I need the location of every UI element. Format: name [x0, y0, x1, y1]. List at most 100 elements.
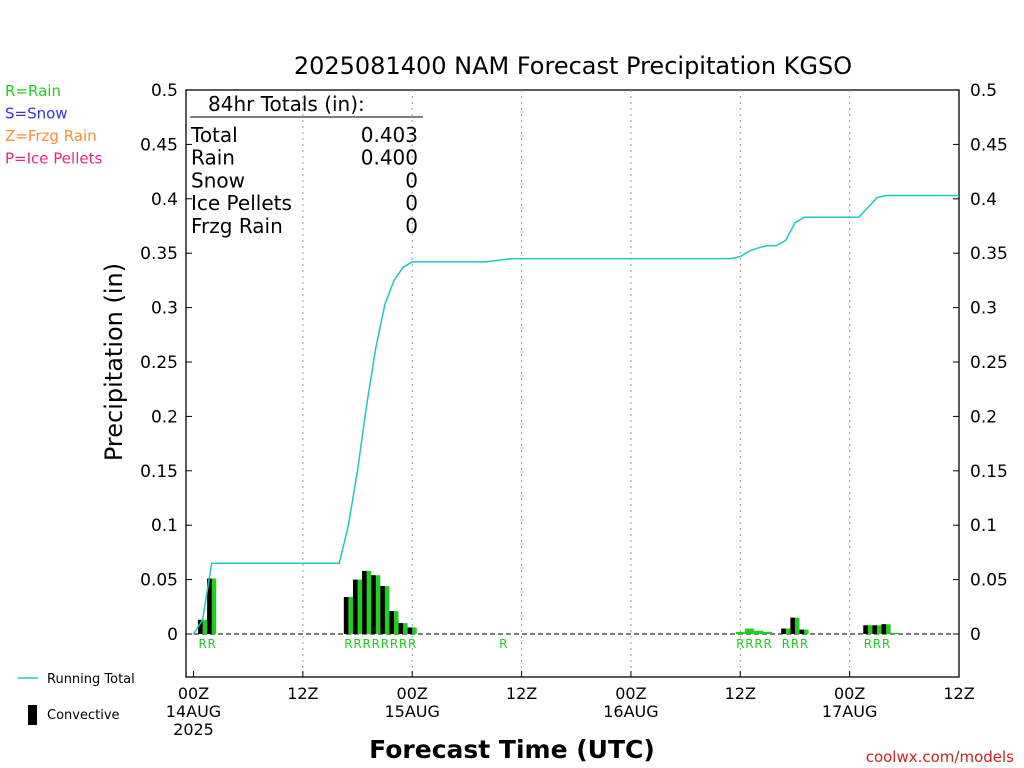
x-tick-label: 12Z: [506, 684, 537, 703]
y-tick-label: 0.2: [151, 407, 178, 427]
totals-heading: 84hr Totals (in):: [208, 92, 365, 116]
precip-bar: [872, 625, 882, 634]
ptype-mark: R: [754, 637, 762, 651]
totals-value: 0: [405, 168, 418, 192]
chart-title: 2025081400 NAM Forecast Precipitation KG…: [294, 52, 852, 80]
convective-bar: [352, 579, 358, 634]
convective-bar: [371, 575, 376, 634]
convective-bar: [407, 627, 413, 634]
left-y-axis: 0 0.05 0.1 0.15 0.2 0.25 0.3 0.35 0.4 0.45 0.5: [140, 81, 192, 645]
ptype-mark: R: [381, 637, 389, 651]
x-tick-label: 15AUG: [385, 702, 440, 721]
convective-bar: [198, 619, 203, 634]
y-tick-label-right: 0: [970, 625, 981, 645]
totals-label: Rain: [191, 146, 235, 170]
ptype-mark: R: [198, 637, 206, 651]
ptype-mark: R: [390, 637, 398, 651]
totals-label: Snow: [191, 168, 245, 192]
convective-bar: [389, 611, 394, 634]
y-tick-label-right: 0.1: [970, 516, 997, 536]
running-total-line: [192, 194, 959, 635]
x-tick-label: 12Z: [725, 684, 756, 703]
ptype-legend-item: P=Ice Pellets: [5, 150, 102, 168]
ptype-mark: R: [208, 637, 216, 651]
convective-bar: [398, 623, 404, 634]
ptype-mark: R: [745, 637, 753, 651]
y-tick-label-right: 0.15: [970, 462, 1008, 482]
y-tick-label: 0.3: [151, 299, 178, 319]
x-tick-label: 00Z: [397, 684, 428, 703]
y-tick-label: 0.05: [140, 571, 178, 591]
ptype-mark: R: [499, 637, 507, 651]
plot-frame: [185, 89, 960, 678]
convective-bar: [881, 624, 887, 634]
convective-bar: [799, 629, 805, 634]
ptype-mark: R: [344, 637, 352, 651]
totals-value: 0: [405, 214, 418, 238]
x-axis-label: Forecast Time (UTC): [369, 735, 655, 764]
ptype-mark: R: [372, 637, 380, 651]
ptype-legend: R=Rain S=Snow Z=Frzg Rain P=Ice Pellets: [5, 82, 102, 168]
y-tick-label-right: 0.45: [970, 135, 1008, 155]
ptype-mark: R: [864, 637, 872, 651]
y-tick-label: 0.25: [140, 353, 178, 373]
ptype-mark: R: [882, 637, 890, 651]
ptype-legend-item: Z=Frzg Rain: [5, 127, 97, 145]
precip-bar: [781, 628, 791, 634]
precip-bars: [198, 570, 900, 634]
x-tick-label: 2025: [173, 720, 214, 739]
convective-bar: [863, 625, 868, 634]
precip-bar: [753, 630, 764, 634]
grid-lines: [302, 90, 851, 677]
y-tick-label-right: 0.4: [970, 190, 997, 210]
precip-bar: [763, 631, 773, 634]
ptype-mark: R: [791, 637, 799, 651]
y-tick-label: 0.45: [140, 135, 178, 155]
x-tick-label: 00Z: [178, 684, 209, 703]
totals-value: 0: [405, 191, 418, 215]
y-tick-label-right: 0.5: [970, 81, 997, 101]
y-tick-label: 0.5: [151, 81, 178, 101]
credit-text: coolwx.com/models: [866, 748, 1014, 766]
series-legend: Running Total Convective: [18, 672, 135, 725]
convective-bar: [790, 617, 795, 634]
convective-bar: [362, 570, 367, 634]
y-tick-label: 0: [167, 625, 178, 645]
convective-bar: [872, 625, 877, 634]
totals-label: Total: [190, 123, 238, 147]
ptype-mark: R: [362, 637, 370, 651]
y-tick-label-right: 0.3: [970, 299, 997, 319]
legend-label: Running Total: [47, 672, 135, 687]
totals-value: 0.403: [361, 123, 418, 147]
y-tick-label-right: 0.2: [970, 407, 997, 427]
precip-bar: [744, 628, 754, 634]
convective-bar: [380, 586, 385, 634]
ptype-mark: R: [736, 637, 744, 651]
ptype-mark: R: [353, 637, 361, 651]
precip-bar: [735, 631, 745, 634]
totals-label: Frzg Rain: [191, 214, 283, 238]
y-tick-label: 0.1: [151, 516, 178, 536]
x-tick-label: 12Z: [287, 684, 318, 703]
ptype-mark: R: [408, 637, 416, 651]
ptype-mark: R: [763, 637, 771, 651]
y-tick-label: 0.35: [140, 244, 178, 264]
totals-value: 0.400: [361, 146, 418, 170]
y-tick-label: 0.15: [140, 462, 178, 482]
ptype-mark: R: [399, 637, 407, 651]
legend-bar-swatch: [28, 705, 37, 725]
ptype-legend-item: S=Snow: [5, 105, 68, 123]
right-y-axis: 0 0.05 0.1 0.15 0.2 0.25 0.3 0.35 0.4 0.45 0.5: [953, 81, 1008, 645]
x-tick-label: 17AUG: [822, 702, 877, 721]
ptype-legend-item: R=Rain: [5, 82, 61, 100]
y-tick-label-right: 0.35: [970, 244, 1008, 264]
x-tick-label: 16AUG: [603, 702, 658, 721]
precip-bar: [799, 629, 809, 634]
convective-bar: [781, 628, 786, 634]
precip-bar: [890, 632, 900, 634]
y-axis-label: Precipitation (in): [100, 263, 128, 461]
ptype-mark: R: [800, 637, 808, 651]
y-tick-label-right: 0.05: [970, 571, 1008, 591]
ptype-mark: R: [873, 637, 881, 651]
